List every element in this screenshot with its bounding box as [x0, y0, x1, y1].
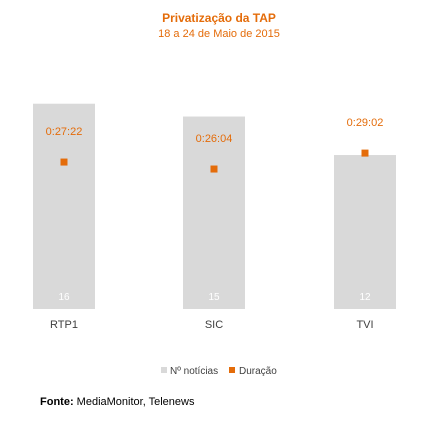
bar-rtp1 [33, 103, 95, 309]
duration-label-tvi: 0:29:02 [347, 117, 384, 129]
bar-tvi [334, 155, 396, 309]
duration-marker-sic [210, 165, 218, 173]
x-tick-label-tvi: TVI [356, 319, 373, 331]
x-tick-label-sic: SIC [205, 319, 223, 331]
source-note: Fonte: MediaMonitor, Telenews [40, 396, 194, 408]
duration-label-sic: 0:26:04 [196, 133, 233, 145]
bar-value-label-rtp1: 16 [58, 292, 70, 303]
bar-value-label-sic: 15 [208, 292, 220, 303]
bar-value-label-tvi: 12 [359, 292, 371, 303]
legend-label-noticias: Nº notícias [170, 366, 218, 377]
source-label: Fonte: [40, 396, 74, 408]
x-tick-label-rtp1: RTP1 [50, 319, 78, 331]
duration-marker-tvi [361, 149, 369, 157]
legend-swatch-noticias [161, 367, 167, 373]
legend-label-duracao: Duração [239, 366, 277, 377]
legend: Nº notícias Duração [161, 366, 277, 377]
legend-swatch-duracao [229, 367, 235, 373]
chart-title: Privatização da TAP [162, 11, 276, 25]
bar-sic [183, 116, 245, 309]
plot-area: 16 0:27:22 RTP1 15 0:26:04 SIC 12 0:29:02 TVI [33, 103, 396, 331]
source-text: MediaMonitor, Telenews [73, 396, 195, 408]
duration-marker-rtp1 [60, 158, 68, 166]
chart-subtitle: 18 a 24 de Maio de 2015 [158, 28, 280, 40]
duration-label-rtp1: 0:27:22 [46, 126, 83, 138]
